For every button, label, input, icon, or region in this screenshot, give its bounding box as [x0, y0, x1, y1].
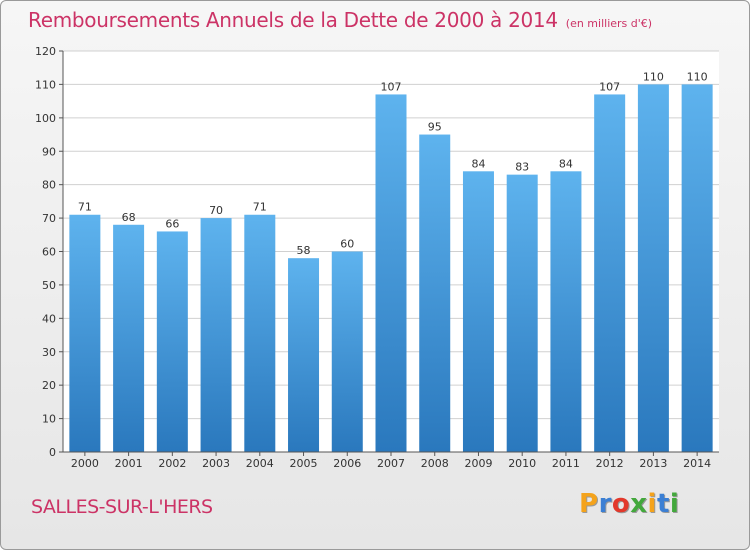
data-label: 107 — [599, 80, 620, 93]
bar — [69, 214, 101, 452]
bar — [200, 218, 232, 452]
chart-title-unit: (en milliers d'€) — [565, 17, 653, 30]
data-label: 84 — [559, 157, 573, 170]
bar — [113, 224, 145, 452]
x-tick-label: 2004 — [246, 457, 274, 470]
proxiti-logo: Proxiti — [579, 489, 679, 519]
y-tick-label: 90 — [42, 145, 56, 158]
data-label: 60 — [340, 238, 354, 251]
bar — [594, 94, 626, 453]
data-label: 83 — [515, 161, 529, 174]
chart-title: Remboursements Annuels de la Dette de 20… — [28, 8, 652, 32]
x-tick-label: 2001 — [115, 457, 143, 470]
x-tick-label: 2005 — [290, 457, 318, 470]
data-label: 71 — [78, 201, 92, 214]
bar — [462, 171, 494, 453]
y-tick-label: 40 — [42, 312, 56, 325]
x-tick-label: 2006 — [333, 457, 361, 470]
x-tick-label: 2013 — [639, 457, 667, 470]
bar — [375, 94, 407, 453]
logo-letter: o — [611, 489, 631, 519]
bar — [331, 251, 363, 452]
data-label: 70 — [209, 204, 223, 217]
bar — [244, 214, 276, 452]
data-label: 66 — [165, 217, 179, 230]
commune-name: SALLES-SUR-L'HERS — [31, 496, 213, 518]
y-tick-label: 10 — [42, 413, 56, 426]
logo-letter: i — [647, 489, 657, 519]
data-label: 84 — [471, 157, 485, 170]
x-tick-label: 2010 — [508, 457, 536, 470]
chart-title-main: Remboursements Annuels de la Dette de 20… — [28, 8, 558, 32]
y-tick-label: 80 — [42, 179, 56, 192]
x-tick-label: 2011 — [552, 457, 580, 470]
logo-letter: x — [630, 489, 648, 519]
y-tick-label: 50 — [42, 279, 56, 292]
bar — [156, 231, 188, 452]
x-tick-label: 2007 — [377, 457, 405, 470]
bar — [637, 84, 669, 453]
x-tick-label: 2012 — [596, 457, 624, 470]
x-tick-label: 2008 — [421, 457, 449, 470]
bar — [506, 174, 538, 452]
bar — [419, 134, 451, 452]
data-label: 68 — [122, 211, 136, 224]
logo-letter: P — [579, 489, 599, 519]
x-tick-label: 2009 — [464, 457, 492, 470]
data-label: 71 — [253, 201, 267, 214]
x-tick-label: 2014 — [683, 457, 711, 470]
data-label: 95 — [428, 121, 442, 134]
y-tick-label: 110 — [35, 78, 56, 91]
y-tick-label: 70 — [42, 212, 56, 225]
bar — [550, 171, 582, 453]
data-label: 107 — [381, 80, 402, 93]
y-tick-label: 30 — [42, 346, 56, 359]
logo-letter: r — [598, 489, 612, 519]
x-tick-label: 2003 — [202, 457, 230, 470]
y-tick-label: 20 — [42, 379, 56, 392]
logo-letter: t — [656, 489, 670, 519]
y-tick-label: 120 — [35, 45, 56, 58]
data-label: 58 — [297, 244, 311, 257]
logo-letter: i — [669, 489, 680, 519]
x-tick-label: 2002 — [158, 457, 186, 470]
y-tick-label: 100 — [35, 112, 56, 125]
data-label: 110 — [643, 70, 664, 83]
bar — [288, 258, 320, 452]
bar — [681, 84, 713, 453]
data-label: 110 — [687, 70, 708, 83]
x-tick-label: 2000 — [71, 457, 99, 470]
y-tick-label: 60 — [42, 246, 56, 259]
y-tick-label: 0 — [49, 446, 56, 459]
